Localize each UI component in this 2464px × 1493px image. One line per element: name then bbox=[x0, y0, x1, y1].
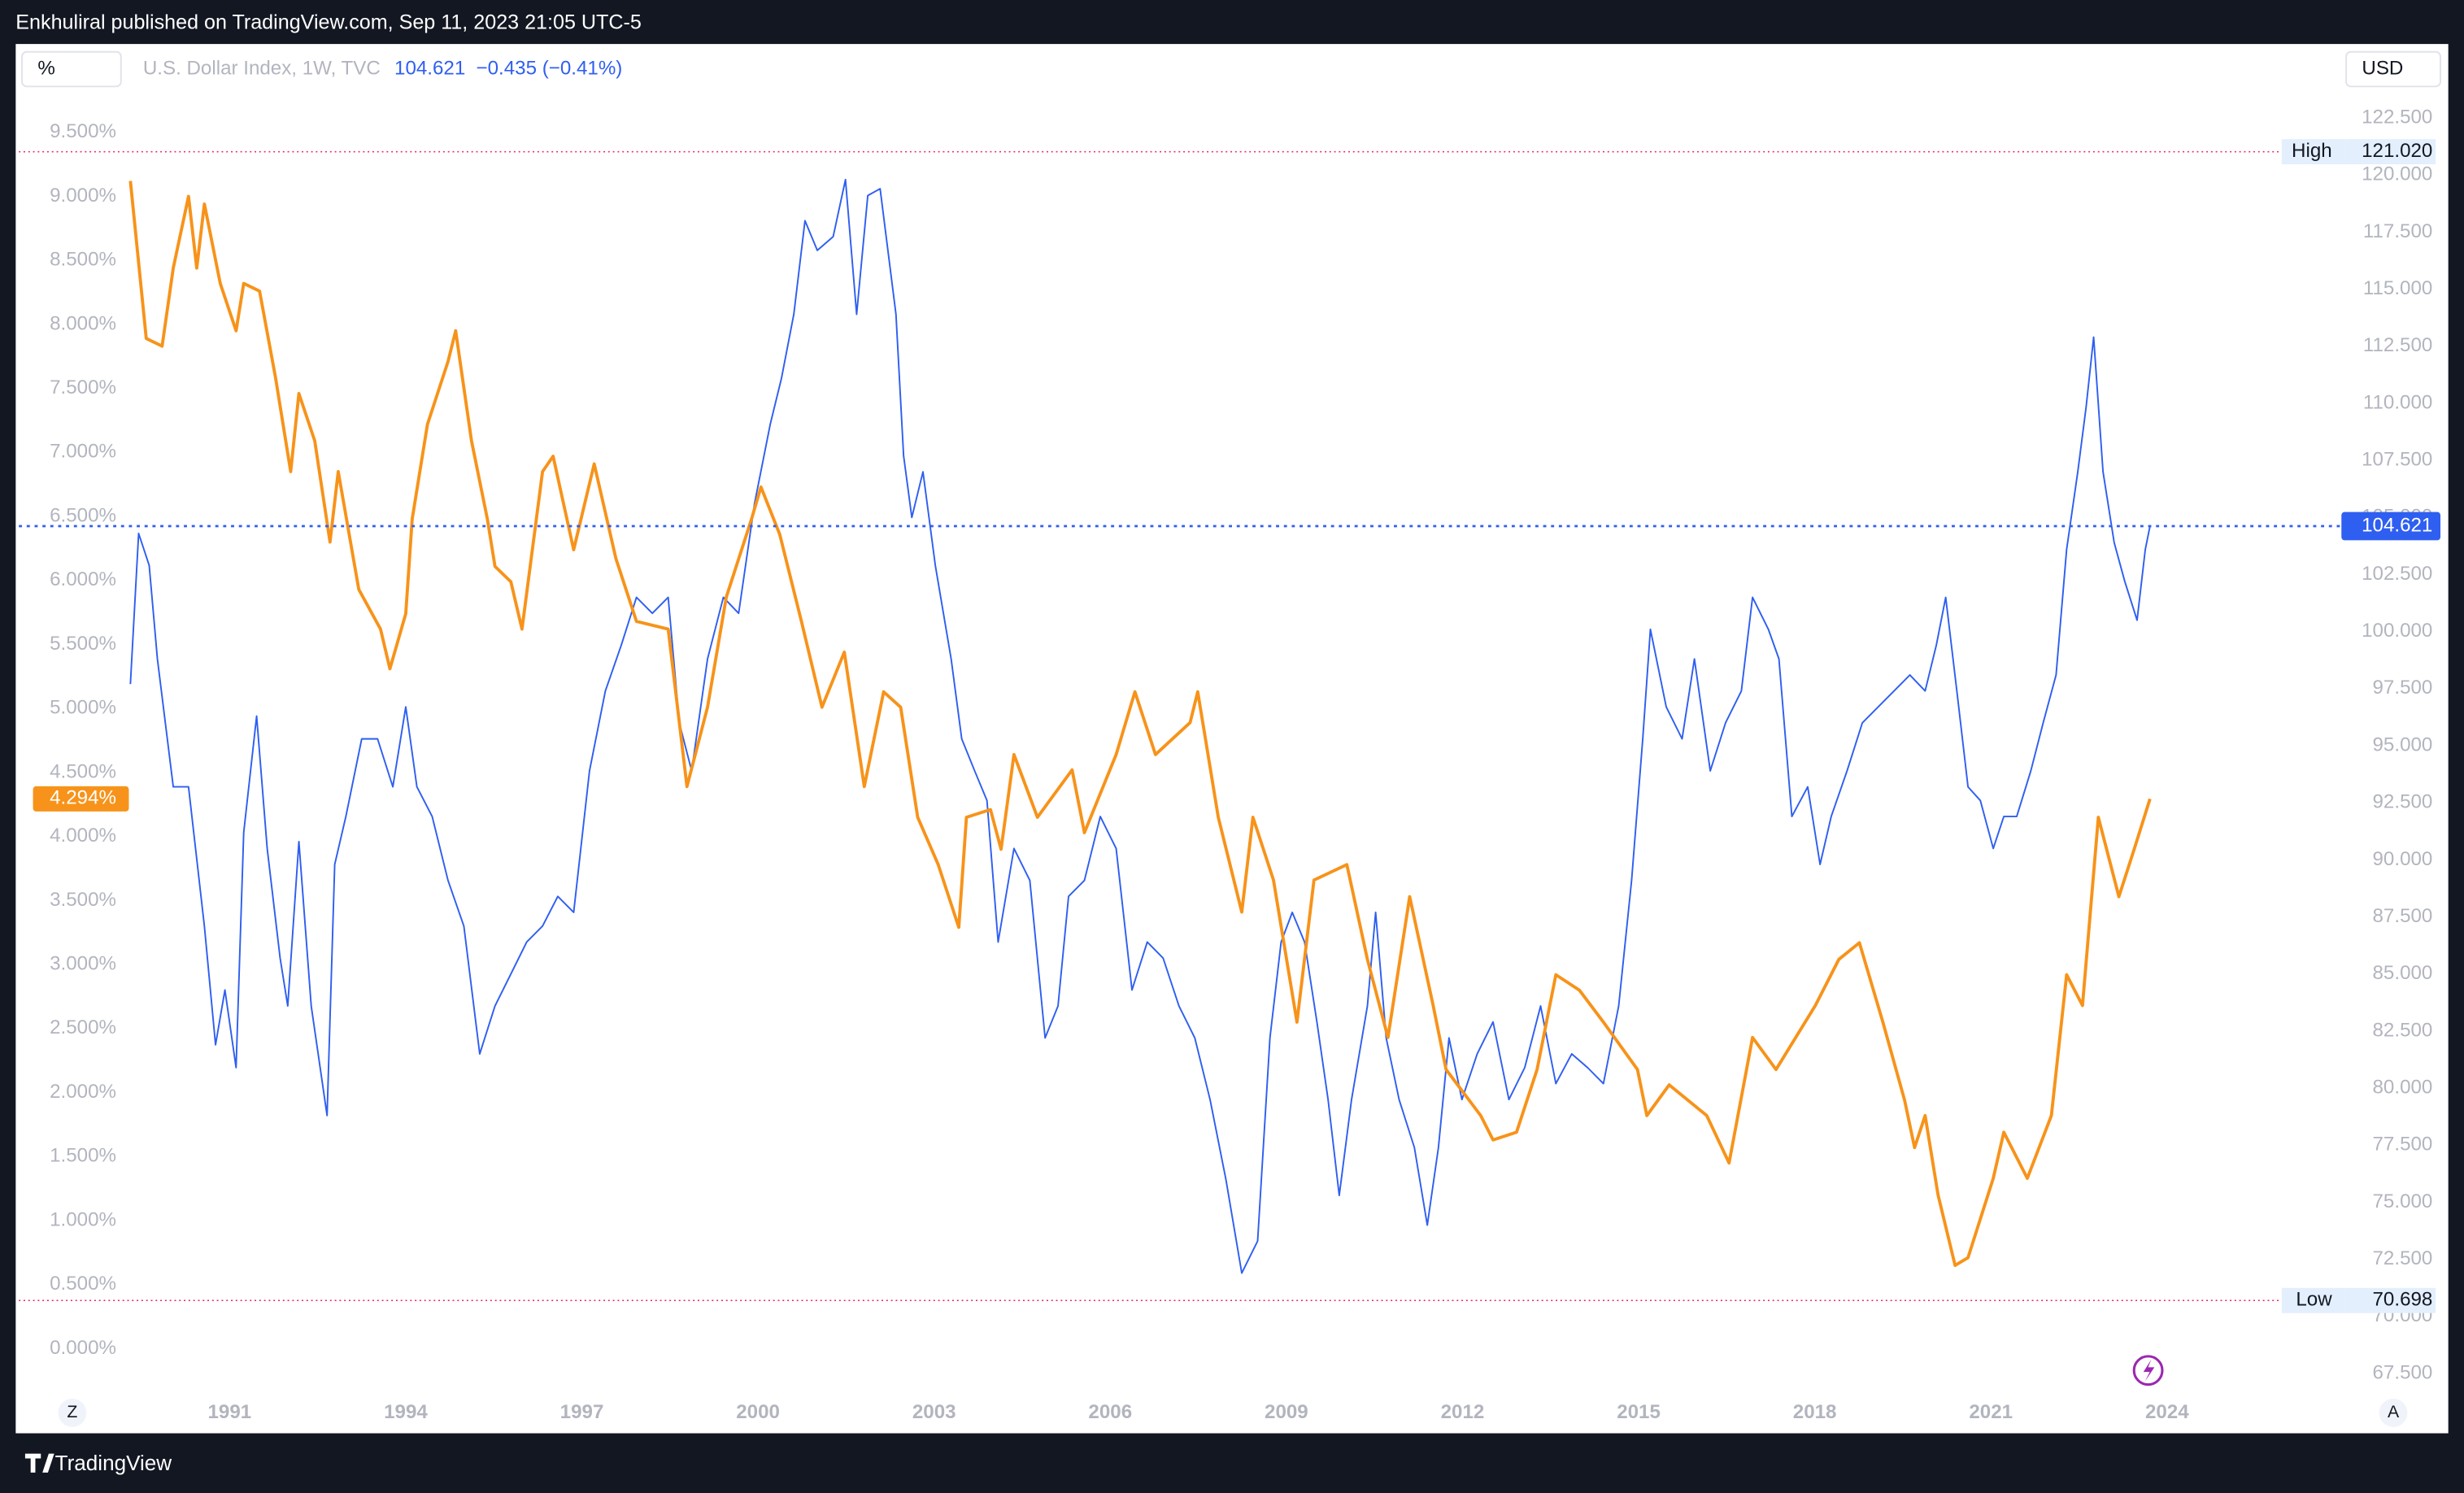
y-tick-label: 7.500% bbox=[50, 377, 116, 398]
y2-tick-label: 75.000 bbox=[2373, 1190, 2433, 1212]
y2-tick-label: 82.500 bbox=[2373, 1019, 2433, 1041]
y2-tick-label: 102.500 bbox=[2362, 563, 2432, 585]
x-tick-label: 1994 bbox=[384, 1401, 428, 1423]
y2-tick-label: 115.000 bbox=[2363, 277, 2432, 299]
y-tick-label: 9.000% bbox=[50, 185, 116, 207]
price-badge bbox=[2341, 511, 2441, 541]
header-text: Enkhuliral published on TradingView.com,… bbox=[15, 11, 642, 34]
y-tick-label: 8.000% bbox=[50, 312, 116, 334]
lightning-icon[interactable] bbox=[2132, 1355, 2164, 1386]
footer-brand: TradingView bbox=[55, 1451, 172, 1475]
x-tick-label: 2009 bbox=[1265, 1401, 1308, 1423]
y2-tick-label: 122.500 bbox=[2362, 106, 2432, 128]
y-tick-label: 4.500% bbox=[50, 760, 116, 782]
y2-tick-label: 120.000 bbox=[2362, 163, 2432, 185]
series-line bbox=[128, 181, 2152, 1268]
y2-tick-label: 72.500 bbox=[2373, 1247, 2433, 1269]
y-tick-label: 1.500% bbox=[50, 1145, 116, 1167]
zoom-label: Z bbox=[67, 1402, 77, 1421]
y-tick-label: 6.500% bbox=[50, 504, 116, 526]
chart-panel bbox=[15, 44, 2449, 1434]
high-value: 121.020 bbox=[2362, 140, 2432, 162]
y2-tick-label: 110.000 bbox=[2363, 391, 2432, 413]
y-tick-label: 3.500% bbox=[50, 889, 116, 911]
zoom-button[interactable] bbox=[58, 1399, 87, 1427]
auto-label: A bbox=[2388, 1402, 2400, 1421]
plot: 0.000% 0.500% 1.000% 1.500% 2.000% 2.500% 3.00… bbox=[19, 106, 2441, 1423]
low-value-box bbox=[2344, 1287, 2436, 1313]
series-line bbox=[129, 178, 2151, 1274]
left-badge bbox=[33, 786, 129, 812]
high-name-box bbox=[2281, 139, 2345, 165]
x-tick-label: 2003 bbox=[912, 1401, 956, 1423]
price-badge-label: 104.621 bbox=[2362, 514, 2432, 536]
x-tick-label: 2015 bbox=[1617, 1401, 1661, 1423]
y2-tick-label: 92.500 bbox=[2373, 791, 2433, 813]
y2-tick-label: 77.500 bbox=[2373, 1134, 2433, 1156]
y-tick-label: 0.500% bbox=[50, 1273, 116, 1295]
y-tick-label: 2.500% bbox=[50, 1016, 116, 1038]
y-tick-label: 5.500% bbox=[50, 633, 116, 655]
currency-button[interactable] bbox=[2345, 50, 2441, 88]
y-tick-label: 7.000% bbox=[50, 441, 116, 463]
x-tick-label: 2000 bbox=[736, 1401, 780, 1423]
y2-tick-label: 117.500 bbox=[2363, 220, 2432, 242]
low-name: Low bbox=[2296, 1289, 2332, 1311]
low-value: 70.698 bbox=[2373, 1289, 2433, 1311]
y-tick-label: 2.000% bbox=[50, 1081, 116, 1103]
scale-button[interactable] bbox=[21, 50, 122, 88]
y2-tick-label: 97.500 bbox=[2373, 677, 2433, 699]
y-tick-label: 3.000% bbox=[50, 952, 116, 974]
x-tick-label: 1991 bbox=[208, 1401, 252, 1423]
y2-tick-label: 112.500 bbox=[2363, 334, 2432, 356]
high-name: High bbox=[2292, 140, 2332, 162]
legend-price: 104.621 bbox=[394, 57, 465, 79]
low-name-box bbox=[2281, 1287, 2345, 1313]
y2-tick-label: 95.000 bbox=[2373, 733, 2433, 755]
high-value-box bbox=[2344, 139, 2436, 165]
y-tick-label: 8.500% bbox=[50, 249, 116, 271]
left-badge-label: 4.294% bbox=[50, 787, 116, 809]
y-tick-label: 6.000% bbox=[50, 568, 116, 590]
y2-tick-label: 87.500 bbox=[2373, 905, 2433, 927]
x-tick-label: 2006 bbox=[1088, 1401, 1132, 1423]
y-tick-label: 0.000% bbox=[50, 1337, 116, 1359]
legend-change: −0.435 (−0.41%) bbox=[477, 57, 623, 79]
x-tick-label: 2024 bbox=[2145, 1401, 2189, 1423]
footer-logo bbox=[24, 1453, 54, 1473]
y-tick-label: 4.000% bbox=[50, 825, 116, 847]
y2-tick-label: 107.500 bbox=[2362, 449, 2432, 471]
auto-button[interactable] bbox=[2379, 1399, 2408, 1427]
x-tick-label: 2018 bbox=[1793, 1401, 1837, 1423]
y-tick-label: 5.000% bbox=[50, 697, 116, 719]
y2-tick-label: 80.000 bbox=[2373, 1077, 2433, 1099]
icon-ring bbox=[2132, 1355, 2164, 1386]
currency-label: USD bbox=[2362, 57, 2403, 79]
icon-bolt bbox=[2143, 1359, 2155, 1382]
y-tick-label: 1.000% bbox=[50, 1208, 116, 1230]
y2-tick-label: 67.500 bbox=[2373, 1361, 2433, 1383]
legend-name: U.S. Dollar Index, 1W, TVC bbox=[143, 57, 381, 79]
y2-tick-label: 85.000 bbox=[2373, 962, 2433, 984]
y-tick-label: 9.500% bbox=[50, 120, 116, 142]
x-tick-label: 2012 bbox=[1441, 1401, 1485, 1423]
scale-label: % bbox=[37, 57, 54, 79]
x-tick-label: 2021 bbox=[1969, 1401, 2013, 1423]
y2-tick-label: 90.000 bbox=[2373, 848, 2433, 870]
y2-tick-label: 100.000 bbox=[2362, 620, 2432, 642]
x-tick-label: 1997 bbox=[560, 1401, 604, 1423]
